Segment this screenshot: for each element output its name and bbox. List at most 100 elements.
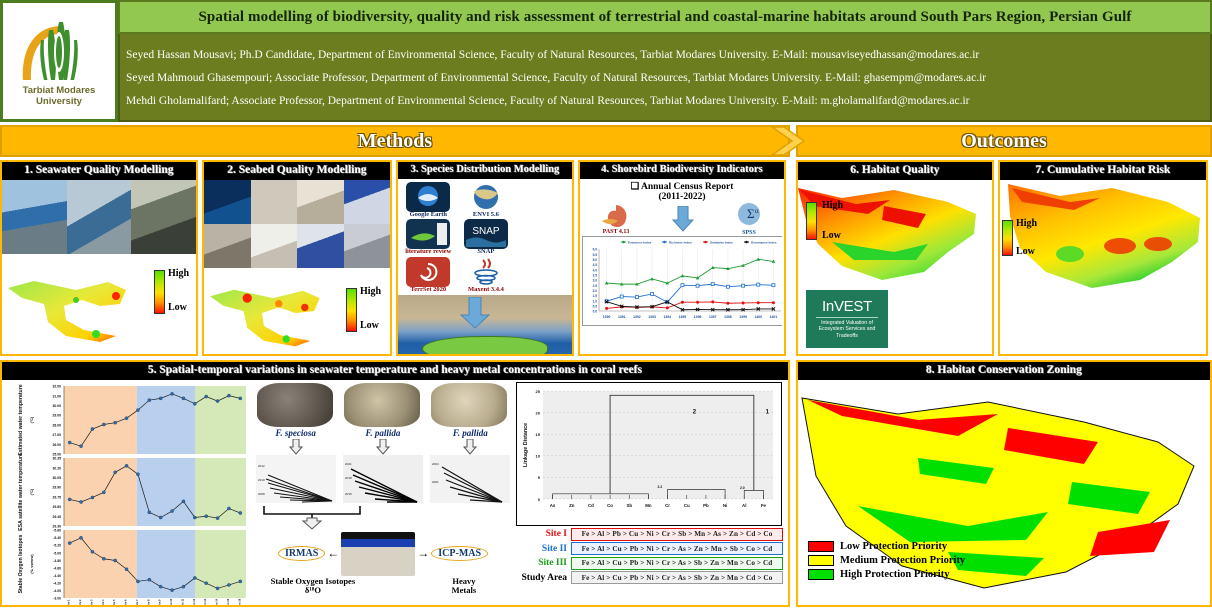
svg-text:Ni: Ni [723,503,727,508]
svg-text:Site 12: Site 12 [192,598,196,606]
cumulative-risk-map: High Low [1000,180,1206,290]
census-arrow [672,205,694,232]
svg-text:Site 5: Site 5 [112,599,116,606]
software-envi[interactable]: ENVI 5.6 [458,181,515,219]
svg-text:-4.80: -4.80 [53,558,61,562]
icpmas-label: ICP-MAS [431,546,489,562]
svg-text:Site 1: Site 1 [67,599,71,606]
software-maxent[interactable]: Maxent 3.4.4 [458,256,515,294]
seabed-photos-row-2 [204,223,390,268]
photo-lab-analysis [131,179,196,254]
panel-conservation-zoning: 8. Habitat Conservation Zoning [796,360,1212,607]
maxent-java-icon [463,256,508,287]
svg-text:Site 9: Site 9 [158,599,162,606]
panel-3-title: 3. Species Distribution Modelling [398,162,572,179]
svg-text:Linkage Distance: Linkage Distance [523,422,529,466]
photo-sediment-core [250,179,297,224]
coral-analysis-flow: F. speciosa F. pallida F. pallida [252,380,514,605]
svg-text:2001: 2001 [432,480,439,484]
software-google-earth[interactable]: Google Earth [400,181,457,219]
software-label: Maxent 3.4.4 [467,285,504,293]
svg-text:29.90: 29.90 [53,485,62,489]
legend-high-label: High [822,199,844,211]
svg-text:Pb: Pb [703,503,709,508]
svg-text:2.0: 2.0 [593,288,598,292]
coral-photo [431,382,508,427]
legend-item: Medium Protection Priority [808,554,965,566]
author-line-1: Seyed Hassan Mousavi; Ph.D Candidate, De… [126,48,980,61]
svg-text:5.5: 5.5 [593,252,598,256]
poster-body: 1. Seawater Quality Modelling [0,160,1212,607]
software-terrset[interactable]: TerrSet 2020 [400,256,457,294]
svg-text:Site 6: Site 6 [124,599,128,606]
past-shell-icon [600,203,632,229]
banner-outcomes-label: Outcomes [961,129,1047,152]
software-grid: Google Earth ENVI 5.6 [398,179,572,294]
svg-text:Cr: Cr [665,503,670,508]
panel-species-distribution: 3. Species Distribution Modelling Google… [396,160,574,356]
past-label: PAST 4.13 [602,228,630,235]
software-literature-review[interactable]: literature review [400,219,457,256]
svg-text:Co: Co [607,503,613,508]
site-label: Site III [538,558,567,569]
svg-text:1391: 1391 [618,315,626,319]
svg-text:Σ: Σ [747,206,755,221]
svg-text:2: 2 [693,409,697,415]
svg-text:Stable Oxygen Isotopes: Stable Oxygen Isotopes [18,534,24,593]
svg-text:5.0: 5.0 [593,257,598,261]
conservation-legend: Low Protection Priority Medium Protectio… [808,540,965,583]
svg-text:29.75: 29.75 [53,495,62,499]
past-tool[interactable]: PAST 4.13 [600,203,632,235]
google-earth-icon [406,181,451,212]
photo-vials [297,223,344,268]
svg-text:SNAP: SNAP [472,226,500,237]
svg-text:1.0: 1.0 [593,299,598,303]
legend-gradient-bar [806,201,817,240]
svg-text:-5.20: -5.20 [53,543,61,547]
svg-text:30.00: 30.00 [53,404,62,408]
svg-text:Dominance Index: Dominance Index [751,240,777,244]
seabed-quality-map: High Low [204,272,390,354]
divider [816,316,878,318]
checkbox-icon: ❑ [630,181,640,192]
svg-text:2.2: 2.2 [658,485,663,489]
svg-text:-4.60: -4.60 [53,566,61,570]
svg-text:25: 25 [536,388,541,393]
svg-text:Fe: Fe [761,503,767,508]
heavy-metals-label-1: Heavy [452,575,476,586]
down-arrow-icon [460,297,490,329]
svg-text:1393: 1393 [648,315,656,319]
heavy-metals-label-2: Metals [451,584,477,595]
down-arrow-icon [288,438,303,455]
software-label: literature review [405,248,452,256]
software-snap[interactable]: SNAP SNAP [458,219,515,256]
svg-text:1398: 1398 [724,315,732,319]
svg-text:Site 4: Site 4 [101,599,105,606]
invest-name: InVEST [822,297,872,315]
svg-text:(°C): (°C) [30,416,34,423]
panel-spatial-temporal: 5. Spatial-temporal variations in seawat… [0,360,790,607]
svg-text:-3.00: -3.00 [53,596,61,600]
svg-text:31.00: 31.00 [53,394,62,398]
sample-vials-photo [341,531,416,576]
svg-text:-5.00: -5.00 [53,551,61,555]
legend-low-label: Low [822,229,841,241]
snap-icon: SNAP [463,219,508,250]
panel-seabed-quality: 2. Seabed Quality Modelling [202,160,392,356]
svg-text:1401: 1401 [770,315,778,319]
coral-species-name: F. speciosa [275,427,316,438]
svg-text:-5.60: -5.60 [53,528,61,532]
coral-species-name: F. pallida [365,427,401,438]
svg-text:2015: 2015 [345,492,352,496]
svg-text:2018: 2018 [345,476,352,480]
legend-gradient-bar [1002,219,1013,256]
irmas-label: IRMAS [277,546,326,562]
metal-sequence: Fe > Al > Cu > Pb > Ni > Cr > As > Sb > … [571,571,783,585]
svg-text:28.00: 28.00 [53,423,62,427]
down-arrow-icon [463,438,478,455]
author-line-3: Mehdi Gholamalifard; Associate Professor… [126,94,970,107]
metal-sequence: Fe > Al > Cu > Pb > Ni > Cr > As > Sb > … [571,556,783,570]
right-arrow-icon: → [417,546,430,561]
svg-text:(°C): (°C) [30,488,34,495]
